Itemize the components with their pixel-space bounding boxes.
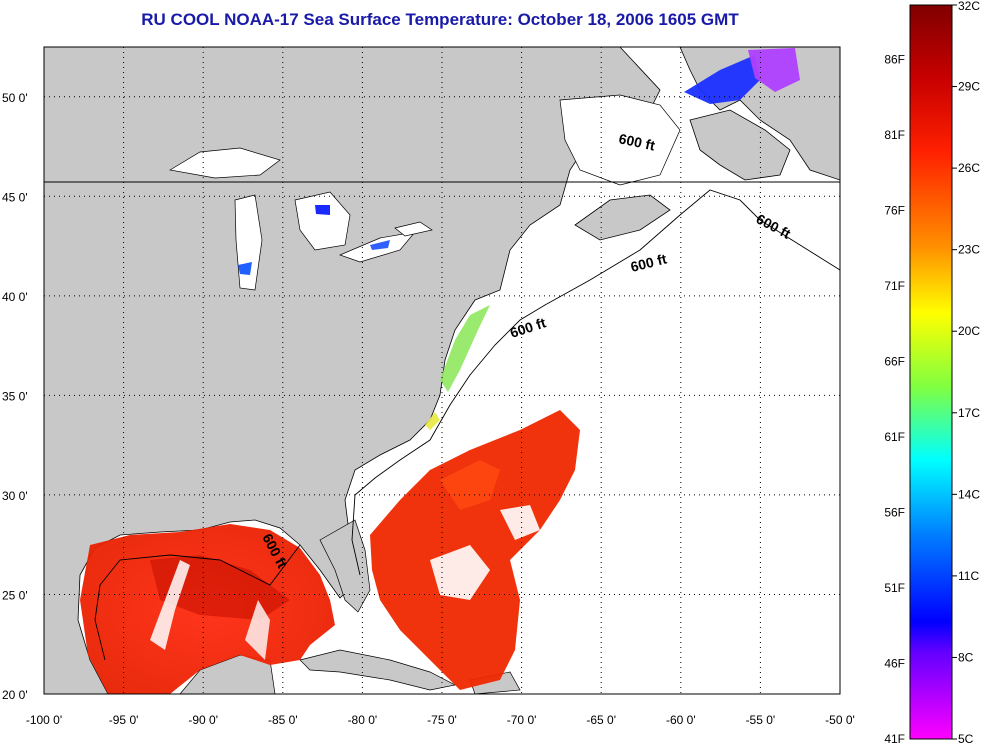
lon-tick-label: -100 0'	[26, 713, 62, 727]
sst-lake-erie	[370, 240, 390, 250]
colorbar-c-label: 20C	[958, 324, 980, 338]
contour-label-1: 600 ft	[617, 130, 656, 153]
lat-tick-label: 20 0'	[2, 688, 28, 702]
sst-coastal-mid-atlantic	[440, 305, 490, 392]
colorbar-c-label: 17C	[958, 406, 980, 420]
colorbar-c-label: 26C	[958, 161, 980, 175]
lat-tick-label: 35 0'	[2, 389, 28, 403]
lon-tick-label: -80 0'	[348, 713, 378, 727]
colorbar-fahrenheit-labels: 86F 81F 76F 71F 66F 61F 56F 51F 46F 41F	[884, 52, 905, 746]
latitude-labels: 50 0' 45 0' 40 0' 35 0' 30 0' 25 0' 20 0'	[2, 91, 28, 702]
colorbar-f-label: 76F	[884, 203, 905, 217]
sst-lake-michigan	[238, 262, 252, 275]
lon-tick-label: -75 0'	[427, 713, 457, 727]
isobath-600ft	[351, 189, 840, 576]
land-nova-scotia	[574, 194, 671, 241]
lake-ontario	[394, 221, 433, 237]
colorbar-f-label: 71F	[884, 279, 905, 293]
sst-labrador-cold	[684, 55, 760, 104]
lon-tick-label: -90 0'	[188, 713, 218, 727]
lat-tick-label: 45 0'	[2, 190, 28, 204]
gulf-st-lawrence	[559, 94, 681, 186]
colorbar	[909, 4, 953, 740]
colorbar-f-label: 66F	[884, 354, 905, 368]
colorbar-c-label: 14C	[958, 487, 980, 501]
lat-tick-label: 30 0'	[2, 489, 28, 503]
land-newfoundland	[689, 109, 791, 181]
sst-lake-huron	[315, 205, 330, 215]
lat-tick-label: 50 0'	[2, 91, 28, 105]
lon-tick-label: -65 0'	[586, 713, 616, 727]
lat-tick-label: 40 0'	[2, 290, 28, 304]
colorbar-f-label: 81F	[884, 128, 905, 142]
sst-coastal-hatteras	[425, 412, 440, 430]
colorbar-celsius-labels: 32C 29C 26C 23C 20C 17C 14C 11C 8C 5C	[952, 0, 980, 746]
colorbar-c-label: 32C	[958, 0, 980, 13]
lake-superior	[169, 147, 281, 179]
colorbar-f-label: 41F	[884, 732, 905, 746]
lake-huron	[294, 191, 351, 251]
colorbar-c-label: 23C	[958, 243, 980, 257]
land-florida	[319, 519, 371, 613]
colorbar-f-label: 61F	[884, 430, 905, 444]
longitude-labels: -100 0' -95 0' -90 0' -85 0' -80 0' -75 0' -70…	[26, 713, 855, 727]
map-title: RU COOL NOAA-17 Sea Surface Temperature:…	[141, 10, 739, 29]
sst-gulf-cloud-streak	[150, 560, 190, 650]
colorbar-c-label: 5C	[958, 732, 974, 746]
colorbar-f-label: 86F	[884, 52, 905, 66]
isobath-600ft-gulf	[94, 544, 301, 661]
plot-frame	[43, 46, 841, 695]
lon-tick-label: -70 0'	[507, 713, 537, 727]
lon-tick-label: -95 0'	[109, 713, 139, 727]
colorbar-f-label: 51F	[884, 581, 905, 595]
lon-tick-label: -85 0'	[268, 713, 298, 727]
lon-tick-label: -50 0'	[825, 713, 855, 727]
sst-atlantic-patches	[440, 460, 500, 510]
colorbar-c-label: 11C	[958, 569, 979, 583]
sst-gulf-cloud-streak-2	[245, 600, 270, 660]
lon-tick-label: -55 0'	[746, 713, 776, 727]
colorbar-c-label: 8C	[958, 650, 974, 664]
sst-atlantic-south	[370, 410, 580, 690]
colorbar-f-label: 46F	[884, 656, 905, 670]
lon-tick-label: -60 0'	[666, 713, 696, 727]
colorbar-f-label: 56F	[884, 505, 905, 519]
colorbar-c-label: 29C	[958, 80, 980, 94]
sst-atlantic-clouds-2	[500, 505, 540, 540]
sst-atlantic-clouds	[430, 545, 490, 600]
lat-tick-label: 25 0'	[2, 588, 28, 602]
sst-labrador-purple	[748, 48, 800, 92]
